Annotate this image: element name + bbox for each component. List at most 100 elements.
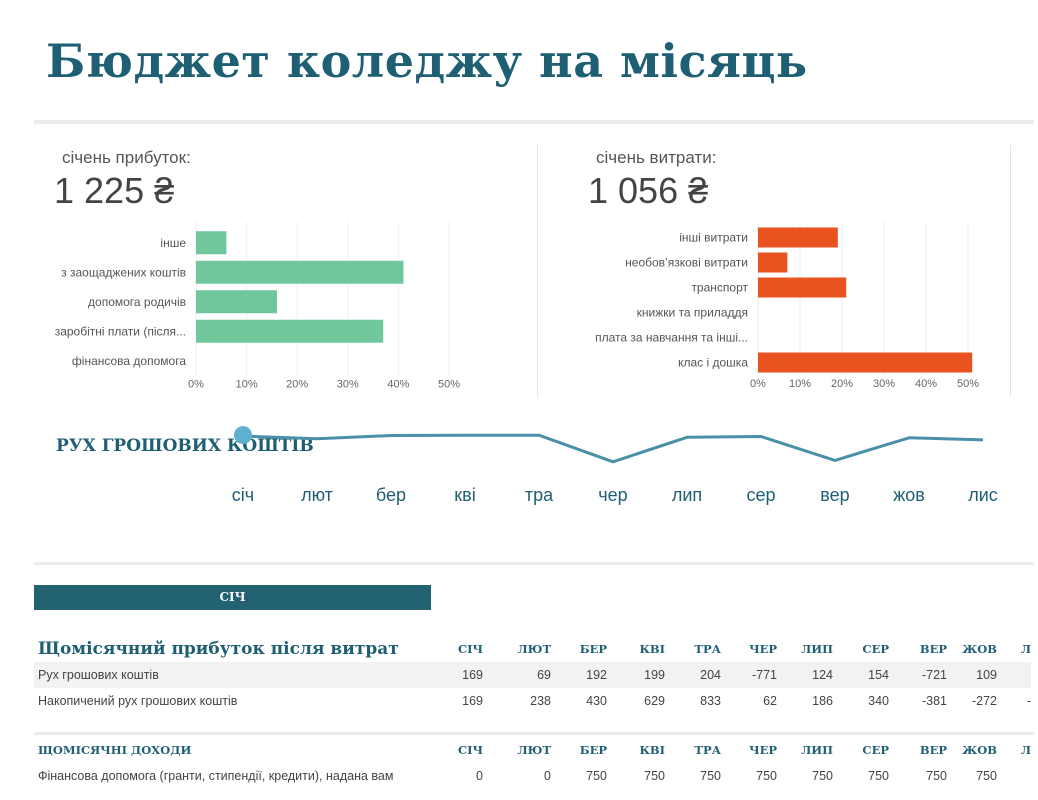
expense-kpi-label: січень витрати:: [596, 148, 717, 167]
month-header: ТРА: [694, 743, 721, 757]
table-cell: 154: [833, 662, 889, 688]
table-heading: ЩОМІСЯЧНІ ДОХОДИ: [38, 743, 192, 757]
table-header-row: Щомісячний прибуток після витрат СІЧ ЛЮТ БЕ…: [34, 636, 1031, 662]
table-cell: 124: [777, 662, 833, 688]
table-cell: 204: [665, 662, 721, 688]
table-cell: 62: [763, 694, 777, 708]
income-table: ЩОМІСЯЧНІ ДОХОДИ СІЧ ЛЮТ БЕР КВІ ТРА ЧЕР ЛИП СЕР…: [34, 737, 1031, 789]
month-header: СЕР: [862, 743, 889, 757]
table-cell: 169: [445, 662, 483, 688]
chart-divider: [537, 145, 538, 397]
month-header: ЛЮТ: [517, 743, 551, 757]
month-header: ЧЕР: [749, 642, 777, 656]
expense-bar-chart: 0% 10% 20% 30% 40% 50% інші витрати необов’язко…: [595, 222, 979, 390]
bar: [196, 319, 384, 343]
row-label: Рух грошових коштів: [34, 662, 445, 688]
month-header: ВЕР: [919, 743, 947, 757]
table-cell: -721: [889, 662, 947, 688]
month-header: СІЧ: [457, 642, 483, 656]
category-label: транспорт: [691, 281, 748, 295]
tick-label: 50%: [957, 378, 979, 390]
category-label: заробітні плати (після...: [55, 324, 186, 338]
month-header: СІЧ: [457, 743, 483, 757]
month-header: БЕР: [579, 642, 607, 656]
bar: [758, 252, 788, 273]
table-cell: 430: [586, 694, 607, 708]
row-label: Накопичений рух грошових коштів: [38, 694, 238, 708]
table-cell: 186: [812, 694, 833, 708]
month-header: ЧЕР: [749, 743, 777, 757]
summary-table: Щомісячний прибуток після витрат СІЧ ЛЮТ БЕ…: [34, 636, 1031, 714]
income-bar-chart: 0% 10% 20% 30% 40% 50% інше з заощаджених кошті…: [55, 222, 460, 391]
month-label: тра: [525, 485, 554, 505]
table-cell: 0: [544, 769, 551, 783]
month-header: ЖОВ: [962, 743, 997, 757]
month-header: ЛИП: [801, 743, 833, 757]
month-label: сер: [746, 485, 775, 505]
table-cell: -: [1026, 694, 1031, 708]
table-cell: 109: [947, 662, 997, 688]
month-header: ЛЮТ: [517, 642, 551, 656]
table-cell: 750: [700, 769, 721, 783]
table-row: Рух грошових коштів 169 69 192 199 204 -771 124…: [34, 662, 1031, 688]
category-label: допомога родичів: [88, 295, 186, 309]
month-header: КВІ: [639, 743, 665, 757]
table-cell: 750: [756, 769, 777, 783]
tick-label: 40%: [915, 378, 937, 390]
month-header: Л: [1020, 642, 1031, 656]
month-selector[interactable]: СІЧ: [34, 585, 431, 610]
table-cell: 750: [976, 769, 997, 783]
table-cell: -381: [921, 694, 947, 708]
bar: [196, 290, 277, 314]
table-cell: 199: [607, 662, 665, 688]
tick-label: 20%: [286, 379, 308, 391]
bar: [196, 231, 227, 255]
table-cell: 750: [926, 769, 947, 783]
table-cell: 750: [868, 769, 889, 783]
cashflow-line-chart: січ лют бер кві тра чер лип сер вер жов лис: [232, 426, 998, 505]
month-label: кві: [454, 485, 475, 505]
month-label: бер: [376, 485, 406, 505]
month-header: КВІ: [639, 642, 665, 656]
bar: [758, 227, 838, 248]
cashflow-line: [242, 433, 984, 464]
table-cell: 833: [700, 694, 721, 708]
table-divider: [34, 732, 1034, 735]
table-cell: 750: [644, 769, 665, 783]
category-label: фінансова допомога: [72, 354, 186, 368]
month-label: лют: [301, 485, 333, 505]
title-divider: [34, 120, 1034, 124]
month-label: вер: [820, 485, 849, 505]
category-label: плата за навчання та інші...: [595, 331, 748, 345]
tick-label: 30%: [873, 378, 895, 390]
bar: [758, 352, 973, 373]
page-title: Бюджет коледжу на місяць: [46, 34, 808, 88]
table-cell: 0: [476, 769, 483, 783]
month-label: лис: [968, 485, 998, 505]
income-kpi-value: 1 225 ₴: [54, 170, 175, 211]
row-label: Фінансова допомога (гранти, стипендії, к…: [38, 769, 394, 783]
table-cell: 750: [586, 769, 607, 783]
table-cell: 629: [644, 694, 665, 708]
table-header-row: ЩОМІСЯЧНІ ДОХОДИ СІЧ ЛЮТ БЕР КВІ ТРА ЧЕР ЛИП СЕР…: [34, 737, 1031, 763]
cashflow-point: [234, 426, 252, 445]
month-header: БЕР: [579, 743, 607, 757]
tick-label: 10%: [236, 379, 258, 391]
tick-label: 40%: [387, 379, 409, 391]
tick-label: 30%: [337, 379, 359, 391]
category-label: необов’язкові витрати: [625, 256, 748, 270]
expense-kpi-value: 1 056 ₴: [588, 170, 709, 211]
bar: [196, 260, 404, 284]
category-label: з заощаджених коштів: [61, 265, 186, 279]
tick-label: 0%: [188, 379, 204, 391]
category-label: книжки та приладдя: [637, 306, 748, 320]
month-label: жов: [893, 485, 925, 505]
table-cell: [997, 763, 1031, 789]
month-label: лип: [672, 485, 702, 505]
tick-label: 0%: [750, 378, 766, 390]
month-header: СЕР: [862, 642, 889, 656]
bar: [758, 277, 847, 298]
table-cell: 238: [530, 694, 551, 708]
category-label: інше: [160, 236, 186, 250]
chart-divider-right: [1010, 145, 1011, 397]
